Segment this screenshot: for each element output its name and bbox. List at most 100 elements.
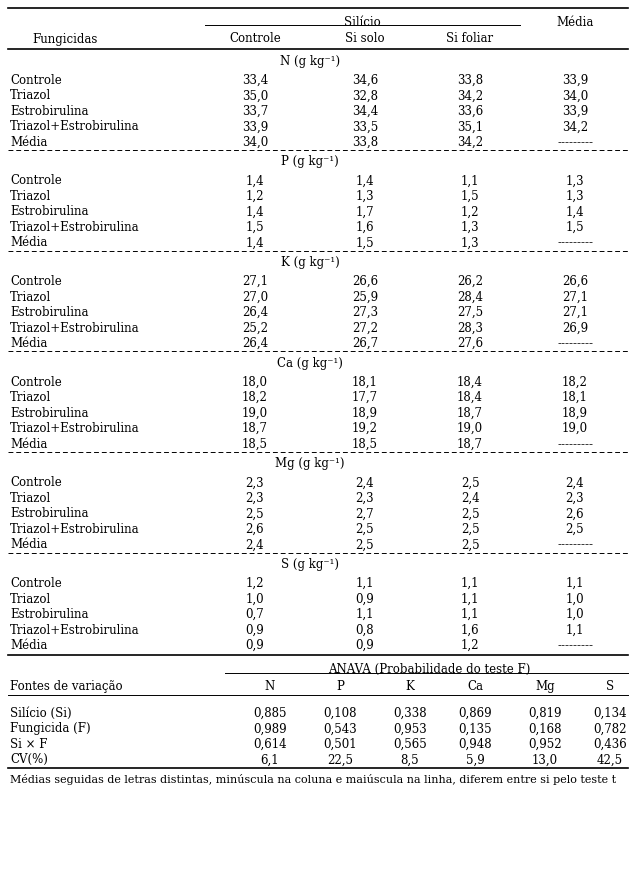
Text: P: P xyxy=(336,680,344,692)
Text: 0,614: 0,614 xyxy=(253,738,287,751)
Text: 1,2: 1,2 xyxy=(460,205,480,218)
Text: Estrobirulina: Estrobirulina xyxy=(10,407,88,419)
Text: 1,4: 1,4 xyxy=(245,205,265,218)
Text: 26,6: 26,6 xyxy=(562,275,588,288)
Text: 18,5: 18,5 xyxy=(352,438,378,451)
Text: 35,0: 35,0 xyxy=(242,89,268,102)
Text: 1,1: 1,1 xyxy=(356,608,374,621)
Text: 0,869: 0,869 xyxy=(458,707,492,720)
Text: 1,1: 1,1 xyxy=(566,624,584,637)
Text: 1,2: 1,2 xyxy=(460,639,480,652)
Text: 1,3: 1,3 xyxy=(565,174,584,188)
Text: 2,5: 2,5 xyxy=(245,507,265,521)
Text: 1,4: 1,4 xyxy=(565,205,584,218)
Text: 1,4: 1,4 xyxy=(245,174,265,188)
Text: 1,2: 1,2 xyxy=(245,577,264,590)
Text: S: S xyxy=(606,680,614,692)
Text: 33,9: 33,9 xyxy=(242,121,268,133)
Text: Média: Média xyxy=(10,438,47,451)
Text: Fungicida (F): Fungicida (F) xyxy=(10,722,90,736)
Text: 19,2: 19,2 xyxy=(352,422,378,435)
Text: 1,4: 1,4 xyxy=(356,174,375,188)
Text: Estrobirulina: Estrobirulina xyxy=(10,507,88,521)
Text: 33,6: 33,6 xyxy=(457,105,483,118)
Text: 42,5: 42,5 xyxy=(597,753,623,766)
Text: Controle: Controle xyxy=(10,74,62,87)
Text: Triazol+Estrobirulina: Triazol+Estrobirulina xyxy=(10,624,140,637)
Text: Controle: Controle xyxy=(10,376,62,389)
Text: 26,4: 26,4 xyxy=(242,306,268,319)
Text: Mg (g kg⁻¹): Mg (g kg⁻¹) xyxy=(275,457,345,470)
Text: 26,2: 26,2 xyxy=(457,275,483,288)
Text: 27,6: 27,6 xyxy=(457,337,483,350)
Text: 18,2: 18,2 xyxy=(562,376,588,389)
Text: 27,3: 27,3 xyxy=(352,306,378,319)
Text: S (g kg⁻¹): S (g kg⁻¹) xyxy=(281,558,339,571)
Text: Ca (g kg⁻¹): Ca (g kg⁻¹) xyxy=(277,357,343,370)
Text: 0,134: 0,134 xyxy=(593,707,627,720)
Text: Média: Média xyxy=(10,538,47,552)
Text: 1,5: 1,5 xyxy=(565,221,584,234)
Text: ---------: --------- xyxy=(557,438,593,451)
Text: 0,8: 0,8 xyxy=(356,624,375,637)
Text: 27,1: 27,1 xyxy=(562,306,588,319)
Text: 0,948: 0,948 xyxy=(458,738,492,751)
Text: 19,0: 19,0 xyxy=(242,407,268,419)
Text: 2,3: 2,3 xyxy=(565,492,584,505)
Text: 0,501: 0,501 xyxy=(323,738,357,751)
Text: 18,7: 18,7 xyxy=(457,407,483,419)
Text: 2,5: 2,5 xyxy=(565,523,584,536)
Text: 27,5: 27,5 xyxy=(457,306,483,319)
Text: 0,543: 0,543 xyxy=(323,722,357,736)
Text: 33,9: 33,9 xyxy=(562,74,588,87)
Text: Estrobirulina: Estrobirulina xyxy=(10,608,88,621)
Text: 0,436: 0,436 xyxy=(593,738,627,751)
Text: 0,338: 0,338 xyxy=(393,707,427,720)
Text: 32,8: 32,8 xyxy=(352,89,378,102)
Text: 1,1: 1,1 xyxy=(460,577,480,590)
Text: 33,8: 33,8 xyxy=(457,74,483,87)
Text: 1,6: 1,6 xyxy=(460,624,480,637)
Text: 33,7: 33,7 xyxy=(242,105,268,118)
Text: 1,7: 1,7 xyxy=(356,205,375,218)
Text: 18,4: 18,4 xyxy=(457,376,483,389)
Text: Média: Média xyxy=(10,639,47,652)
Text: 1,2: 1,2 xyxy=(245,190,264,203)
Text: 34,2: 34,2 xyxy=(562,121,588,133)
Text: 0,782: 0,782 xyxy=(593,722,626,736)
Text: Si solo: Si solo xyxy=(345,33,385,46)
Text: Média: Média xyxy=(10,236,47,249)
Text: 18,7: 18,7 xyxy=(457,438,483,451)
Text: Estrobirulina: Estrobirulina xyxy=(10,205,88,218)
Text: N (g kg⁻¹): N (g kg⁻¹) xyxy=(280,55,340,68)
Text: 27,2: 27,2 xyxy=(352,322,378,335)
Text: 0,9: 0,9 xyxy=(245,624,265,637)
Text: 2,3: 2,3 xyxy=(245,492,265,505)
Text: 0,952: 0,952 xyxy=(528,738,562,751)
Text: 8,5: 8,5 xyxy=(401,753,419,766)
Text: Controle: Controle xyxy=(10,275,62,288)
Text: 2,5: 2,5 xyxy=(356,523,375,536)
Text: 1,5: 1,5 xyxy=(245,221,265,234)
Text: ANAVA (Probabilidade do teste F): ANAVA (Probabilidade do teste F) xyxy=(328,663,530,677)
Text: ---------: --------- xyxy=(557,639,593,652)
Text: 18,9: 18,9 xyxy=(562,407,588,419)
Text: ---------: --------- xyxy=(557,236,593,249)
Text: 0,108: 0,108 xyxy=(323,707,357,720)
Text: Fungicidas: Fungicidas xyxy=(32,33,98,46)
Text: 1,5: 1,5 xyxy=(460,190,480,203)
Text: 2,3: 2,3 xyxy=(356,492,375,505)
Text: 34,4: 34,4 xyxy=(352,105,378,118)
Text: 18,1: 18,1 xyxy=(352,376,378,389)
Text: 34,2: 34,2 xyxy=(457,136,483,149)
Text: Estrobirulina: Estrobirulina xyxy=(10,306,88,319)
Text: ---------: --------- xyxy=(557,538,593,552)
Text: 25,9: 25,9 xyxy=(352,291,378,304)
Text: 33,8: 33,8 xyxy=(352,136,378,149)
Text: Silício (Si): Silício (Si) xyxy=(10,707,72,720)
Text: 35,1: 35,1 xyxy=(457,121,483,133)
Text: 13,0: 13,0 xyxy=(532,753,558,766)
Text: 2,5: 2,5 xyxy=(460,538,480,552)
Text: Triazol+Estrobirulina: Triazol+Estrobirulina xyxy=(10,322,140,335)
Text: Média: Média xyxy=(556,16,593,29)
